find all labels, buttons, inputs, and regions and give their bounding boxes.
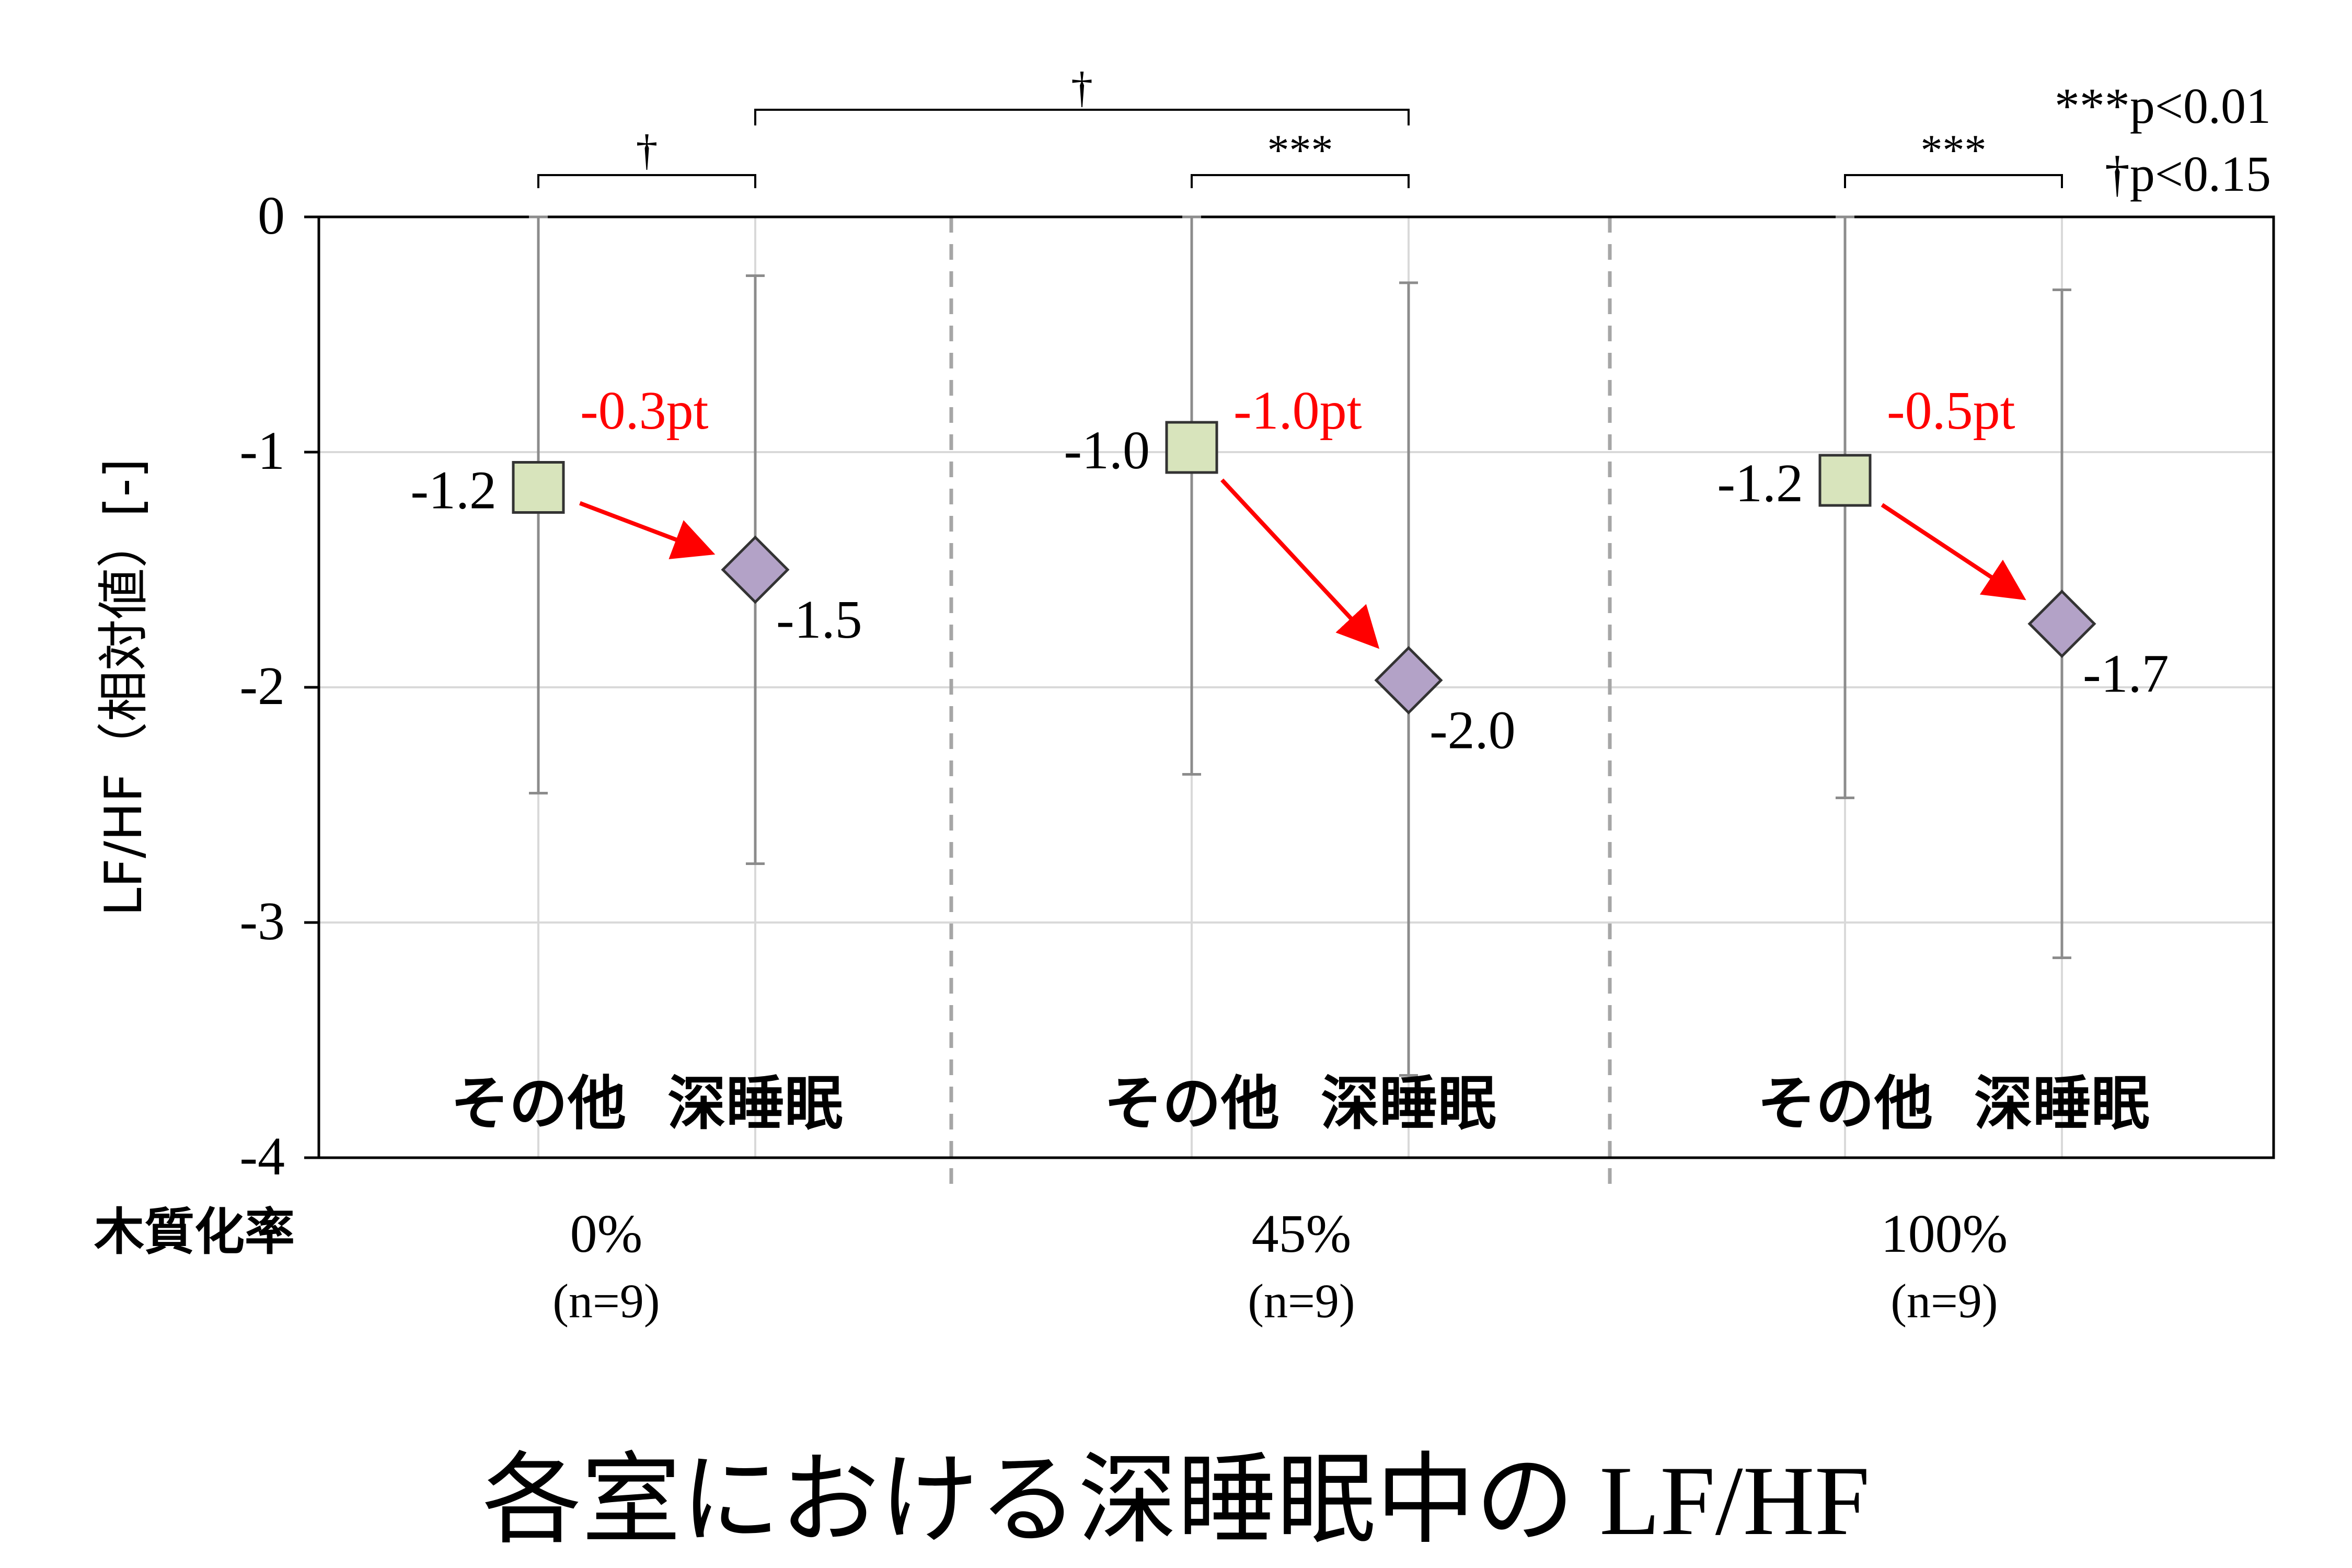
change-label: -0.3pt (580, 381, 709, 441)
y-axis-title: LF/HF（相対値）[-] (94, 458, 154, 916)
value-label-deep-sleep: -2.0 (1429, 700, 1516, 760)
change-arrow (1881, 503, 2026, 601)
category-label: その他 (1104, 1070, 1279, 1138)
axes-layer (317, 215, 2275, 1159)
change-arrow (579, 501, 716, 559)
group-n: (n=9) (1890, 1274, 1998, 1328)
group-label: 0% (570, 1204, 643, 1264)
significance-bracket (1191, 174, 1410, 188)
y-tick-label: -2 (239, 656, 285, 716)
y-tick-label: 0 (258, 186, 285, 246)
category-label: その他 (451, 1070, 626, 1138)
significance-bracket (537, 174, 756, 188)
plot-frame (317, 215, 2275, 1159)
x-axis-title: 木質化率 (94, 1203, 295, 1261)
value-label-other: -1.0 (1064, 420, 1150, 480)
value-label-other: -1.2 (1717, 453, 1803, 513)
group-labels: 0% (n=9) 45% (n=9) 100% (n=9) (552, 1204, 2008, 1328)
y-tick-label: -3 (239, 891, 285, 951)
marker-deep-sleep (721, 535, 790, 604)
category-labels: その他 深睡眠 その他 深睡眠 その他 深睡眠 (451, 1070, 2150, 1138)
significance-mark: *** (1267, 126, 1333, 175)
significance-brackets: † *** *** † (537, 63, 2063, 188)
value-label-deep-sleep: -1.5 (776, 590, 862, 650)
significance-mark: *** (1921, 126, 1987, 175)
significance-legend-entry: †p<0.15 (2105, 146, 2271, 202)
figure-caption: 各室における深睡眠中の LF/HF (482, 1446, 1870, 1556)
cross-group-bracket (754, 109, 1410, 125)
marker-deep-sleep (1374, 645, 1443, 715)
error-bars (529, 215, 2071, 1077)
data-labels: -0.3pt -1.2 -1.5 -1.0pt -1.0 -2.0 -0.5pt -1.2 -1… (410, 381, 2169, 760)
category-label: 深睡眠 (667, 1070, 843, 1138)
group-n: (n=9) (552, 1274, 660, 1328)
category-label: その他 (1757, 1070, 1933, 1138)
group-label: 45% (1252, 1204, 1352, 1264)
category-label: 深睡眠 (1321, 1070, 1496, 1138)
significance-legend-entry: ***p<0.01 (2055, 78, 2271, 134)
marker-other (512, 461, 565, 514)
marker-deep-sleep (2027, 589, 2096, 659)
significance-legend: ***p<0.01 †p<0.15 (2055, 78, 2271, 202)
value-label-other: -1.2 (410, 460, 497, 521)
category-label: 深睡眠 (1974, 1070, 2150, 1138)
y-tick-label: -4 (239, 1126, 285, 1186)
change-label: -1.0pt (1233, 381, 1362, 441)
value-label-deep-sleep: -1.7 (2083, 644, 2169, 704)
change-arrow (1220, 478, 1380, 649)
marker-other (1818, 454, 1872, 507)
group-n: (n=9) (1248, 1274, 1355, 1328)
data-markers (512, 421, 2096, 715)
grid-layer (304, 215, 2274, 1159)
significance-mark: † (636, 126, 658, 175)
cross-group-significance-mark: † (1071, 63, 1093, 112)
marker-other (1165, 421, 1218, 474)
change-label: -0.5pt (1887, 381, 2015, 441)
y-tick-label: -1 (239, 421, 285, 481)
y-tick-labels: 0 -1 -2 -3 -4 (239, 186, 285, 1186)
group-label: 100% (1881, 1204, 2008, 1264)
significance-bracket (1844, 174, 2063, 188)
change-arrows (579, 478, 2026, 649)
